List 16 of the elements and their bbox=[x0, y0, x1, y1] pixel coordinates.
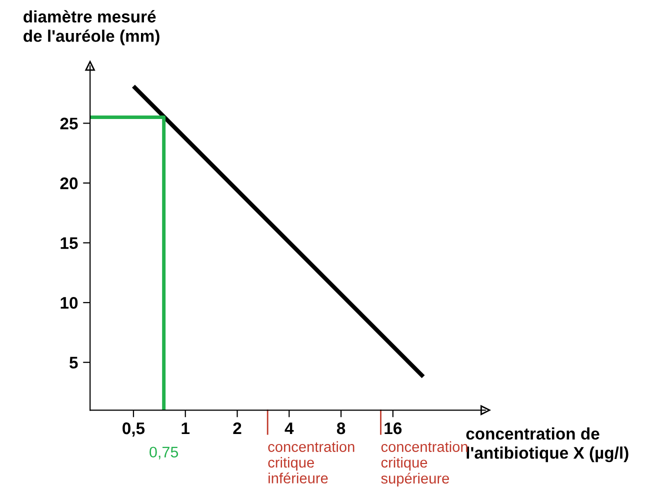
x-tick-label: 2 bbox=[233, 422, 242, 434]
y-tick-label: 20 bbox=[60, 177, 78, 190]
x-tick-label: 1 bbox=[182, 422, 190, 434]
y-tick-label: 10 bbox=[60, 296, 78, 309]
ref-line-label: concentration critique inférieure bbox=[268, 441, 354, 484]
annotation: 0,75 bbox=[150, 446, 178, 460]
ref-line-label: concentration critique supérieure bbox=[381, 441, 468, 486]
x-axis-title: concentration de l'antibiotique X (µg/l) bbox=[466, 427, 628, 462]
x-tick-label: 0,5 bbox=[122, 422, 145, 437]
y-axis-title: diamètre mesuré de l'auréole (mm) bbox=[24, 10, 160, 46]
x-tick-label: 8 bbox=[336, 422, 346, 434]
x-tick-label: 16 bbox=[384, 422, 402, 434]
y-tick-label: 5 bbox=[70, 356, 78, 369]
y-tick-label: 15 bbox=[60, 237, 78, 250]
y-tick-label: 25 bbox=[60, 118, 78, 130]
x-tick-label: 4 bbox=[284, 422, 294, 434]
